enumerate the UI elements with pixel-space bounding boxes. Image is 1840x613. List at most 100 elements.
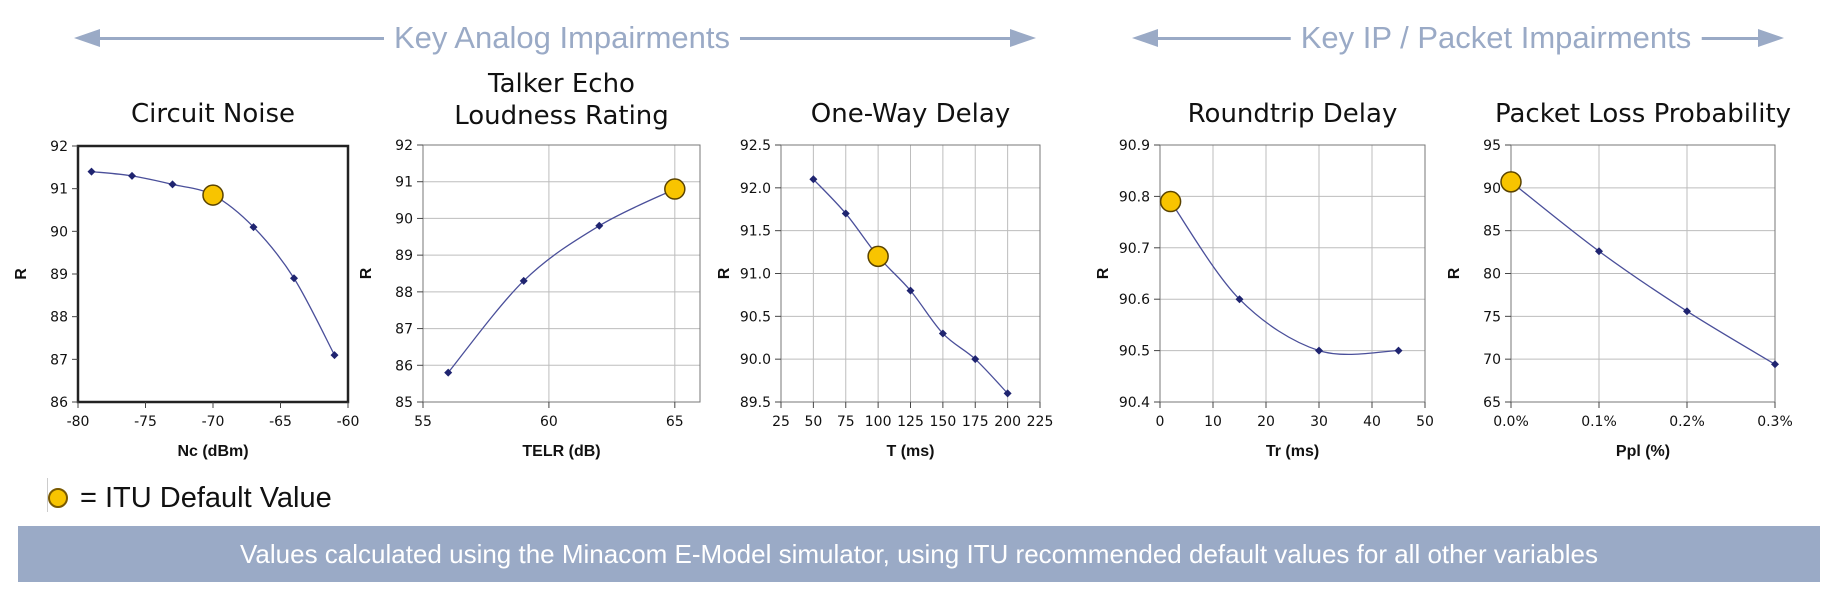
y-tick-label: 89 [50,267,68,283]
y-axis-label: R [358,267,375,279]
x-tick-label: 0 [1156,414,1165,430]
x-tick-label: 100 [865,414,892,430]
data-point [938,329,947,338]
legend-divider [47,478,48,512]
y-tick-label: 90.4 [1119,395,1150,411]
x-tick-label: 75 [837,414,855,430]
plot-area [423,145,700,402]
arrow-left-icon [74,29,100,47]
y-tick-label: 87 [50,352,68,368]
y-axis-label: R [1446,267,1463,279]
x-axis-label: TELR (dB) [522,443,600,460]
default-value-marker-icon [48,488,68,508]
x-tick-label: 20 [1257,414,1275,430]
chart-title: Packet Loss Probability [1495,99,1791,129]
footer-banner: Values calculated using the Minacom E-Mo… [18,526,1820,582]
arrow-right-icon [1010,29,1036,47]
y-axis-label: R [1095,267,1112,279]
y-tick-label: 88 [395,285,413,301]
data-point [841,209,850,218]
data-point [1595,247,1603,256]
data-point [1235,295,1244,304]
x-tick-label: 0.3% [1757,414,1793,430]
y-tick-label: 85 [395,395,413,411]
y-tick-label: 86 [50,395,68,411]
data-point [1003,389,1012,398]
data-point [809,175,818,184]
x-tick-label: -80 [67,414,90,430]
x-axis-label: Nc (dBm) [177,443,248,460]
data-point [1315,346,1323,355]
x-tick-label: 225 [1027,414,1054,430]
y-tick-label: 75 [1483,309,1501,325]
x-tick-label: 65 [666,414,684,430]
plot-area [1160,145,1425,402]
chart-title: Loudness Rating [454,101,669,131]
y-axis-label: R [716,267,733,279]
data-point [519,276,528,285]
y-tick-label: 70 [1483,352,1501,368]
x-tick-label: -60 [337,414,360,430]
y-tick-label: 89 [395,248,413,264]
y-tick-label: 90 [50,224,68,240]
x-tick-label: 50 [804,414,822,430]
y-tick-label: 92 [50,139,68,155]
y-tick-label: 65 [1483,395,1501,411]
y-tick-label: 90.8 [1119,189,1150,205]
x-tick-label: 150 [930,414,957,430]
x-tick-label: 10 [1204,414,1222,430]
x-tick-label: 0.1% [1581,414,1617,430]
chart-title: Talker Echo [487,69,635,99]
itu-default-marker [202,184,224,206]
data-point [1683,307,1691,316]
plot-frame [1159,144,1426,403]
chart-title: Roundtrip Delay [1188,99,1398,129]
data-point [1394,346,1403,355]
analog-impairments-header: Key Analog Impairments [70,18,1040,58]
y-tick-label: 88 [50,310,68,326]
x-tick-label: 25 [772,414,790,430]
x-tick-label: -65 [269,414,292,430]
data-point [1771,360,1779,369]
x-tick-label: 125 [897,414,924,430]
data-point [128,171,136,180]
x-tick-label: 50 [1416,414,1434,430]
x-axis-label: T (ms) [887,443,935,460]
legend: = ITU Default Value [47,478,332,518]
y-tick-label: 80 [1483,267,1501,283]
y-tick-label: 85 [1483,224,1501,240]
x-tick-label: 30 [1310,414,1328,430]
data-point [168,180,177,189]
y-tick-label: 90 [395,211,413,227]
series-line [1510,181,1776,365]
analog-header-label: Key Analog Impairments [383,18,741,58]
legend-text: = ITU Default Value [80,481,332,514]
y-tick-label: 90 [1483,181,1501,197]
y-tick-label: 95 [1483,138,1501,154]
y-tick-label: 90.9 [1119,138,1150,154]
y-tick-label: 90.0 [740,352,771,368]
charts-panel: Circuit Noise 86 87 88 89 90 91 92 -80 -75 -70 -65 -… [13,69,1793,460]
y-tick-label: 92.0 [740,181,771,197]
data-point [595,221,604,230]
itu-default-marker [867,245,889,268]
arrow-left-icon [1132,29,1158,47]
data-point [906,286,915,295]
y-tick-label: 90.7 [1119,241,1150,257]
y-tick-label: 91.5 [740,224,771,240]
arrow-right-icon [1758,29,1784,47]
data-point [290,274,298,283]
y-tick-label: 90.5 [1119,344,1150,360]
x-tick-label: 40 [1363,414,1381,430]
x-axis-label: Tr (ms) [1266,443,1319,460]
x-tick-label: -75 [134,414,157,430]
ip-impairments-header: Key IP / Packet Impairments [1128,18,1788,58]
x-tick-label: 175 [962,414,989,430]
itu-default-marker [664,178,686,200]
x-tick-label: 55 [414,414,432,430]
data-point [249,223,258,232]
chart-title: One-Way Delay [811,99,1010,129]
x-tick-label: -70 [202,414,225,430]
series-line [1170,201,1399,356]
x-tick-label: 200 [994,414,1021,430]
